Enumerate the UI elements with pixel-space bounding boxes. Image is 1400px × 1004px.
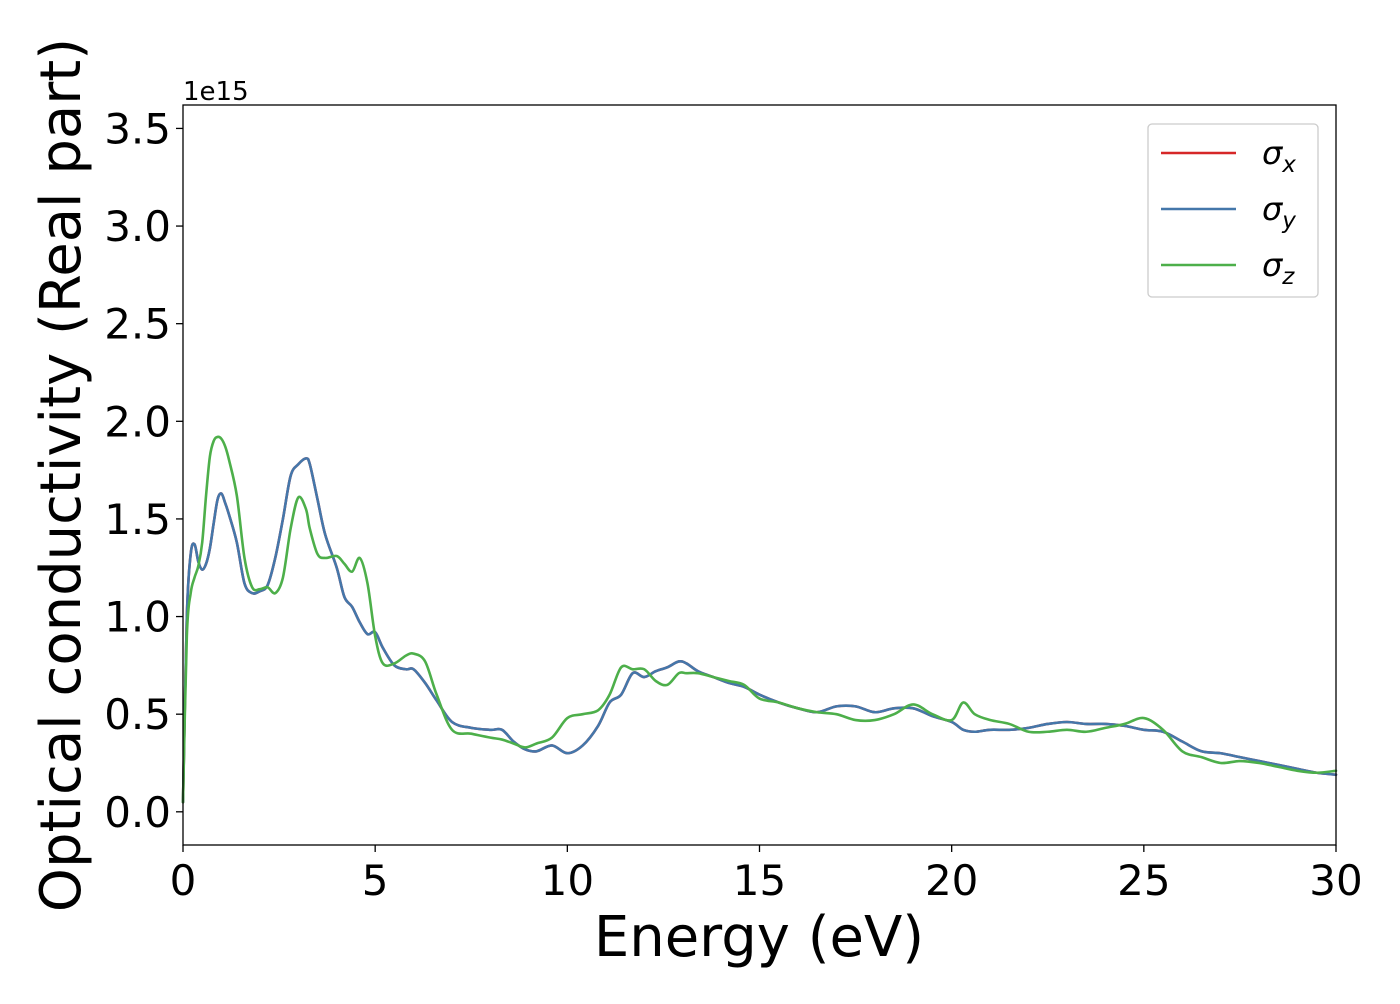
y-tick-label: 3.5: [104, 104, 171, 153]
legend-label-y: σy: [1262, 190, 1296, 234]
y-offset-label: 1e15: [183, 77, 249, 107]
x-tick-label: 20: [925, 856, 978, 905]
legend-box: [1147, 123, 1319, 298]
y-tick-label: 1.0: [104, 593, 171, 642]
y-tick-label: 0.5: [104, 690, 171, 739]
plot-background: [183, 105, 1336, 845]
series-layer: [181, 435, 1338, 804]
x-axis-label: Energy (eV): [594, 905, 924, 970]
x-tick-label: 0: [170, 856, 197, 905]
y-tick-label: 2.0: [104, 397, 171, 446]
series-line-z: [181, 435, 1338, 804]
x-axis: 0 5 10 15 20 25 30: [170, 845, 1363, 905]
x-tick-label: 10: [541, 856, 594, 905]
y-tick-label: 0.0: [104, 788, 171, 837]
y-tick-label: 1.5: [104, 495, 171, 544]
y-axis: 0.0 0.5 1.0 1.5 2.0 2.5 3.0 3.5: [104, 104, 183, 837]
x-tick-label: 25: [1117, 856, 1170, 905]
x-tick-label: 5: [362, 856, 389, 905]
y-tick-label: 2.5: [104, 300, 171, 349]
y-axis-label: Optical conductivity (Real part): [29, 38, 94, 912]
x-tick-label: 15: [733, 856, 786, 905]
x-tick-label: 30: [1309, 856, 1362, 905]
series-line-y: [181, 457, 1338, 804]
y-tick-label: 3.0: [104, 202, 171, 251]
